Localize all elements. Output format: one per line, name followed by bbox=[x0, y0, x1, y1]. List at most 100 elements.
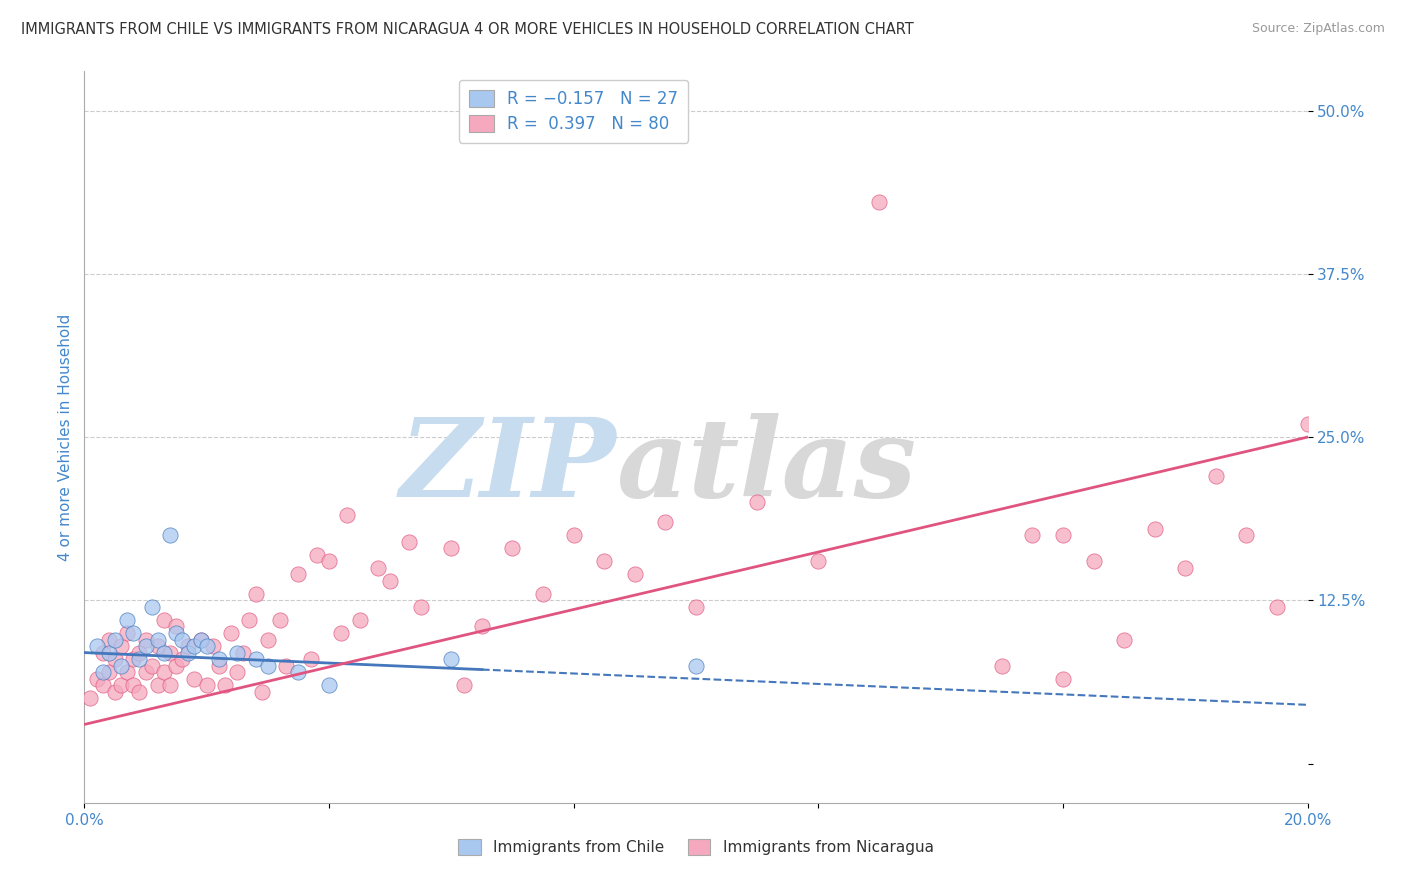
Point bbox=[86, 672, 108, 686]
Point bbox=[336, 508, 359, 523]
Point bbox=[219, 626, 242, 640]
Point bbox=[190, 632, 212, 647]
Point bbox=[562, 528, 585, 542]
Point bbox=[380, 574, 402, 588]
Point bbox=[141, 599, 163, 614]
Point bbox=[122, 678, 145, 692]
Point bbox=[135, 632, 157, 647]
Point bbox=[1205, 469, 1227, 483]
Point bbox=[208, 658, 231, 673]
Point bbox=[91, 678, 114, 692]
Point bbox=[104, 632, 127, 647]
Point bbox=[128, 652, 150, 666]
Point bbox=[110, 658, 132, 673]
Point bbox=[159, 678, 181, 692]
Point bbox=[257, 658, 280, 673]
Point bbox=[183, 639, 205, 653]
Legend: Immigrants from Chile, Immigrants from Nicaragua: Immigrants from Chile, Immigrants from N… bbox=[453, 833, 939, 861]
Point bbox=[1052, 528, 1074, 542]
Point bbox=[153, 613, 176, 627]
Point bbox=[159, 528, 181, 542]
Point bbox=[91, 646, 114, 660]
Point bbox=[110, 639, 132, 653]
Point bbox=[398, 534, 420, 549]
Point bbox=[159, 646, 181, 660]
Point bbox=[232, 646, 254, 660]
Point bbox=[287, 665, 309, 680]
Point bbox=[195, 639, 218, 653]
Text: IMMIGRANTS FROM CHILE VS IMMIGRANTS FROM NICARAGUA 4 OR MORE VEHICLES IN HOUSEHO: IMMIGRANTS FROM CHILE VS IMMIGRANTS FROM… bbox=[21, 22, 914, 37]
Point bbox=[79, 691, 101, 706]
Point bbox=[287, 567, 309, 582]
Point bbox=[807, 554, 830, 568]
Point bbox=[208, 652, 231, 666]
Point bbox=[122, 652, 145, 666]
Point bbox=[153, 646, 176, 660]
Point bbox=[747, 495, 769, 509]
Point bbox=[128, 646, 150, 660]
Point bbox=[349, 613, 371, 627]
Point bbox=[1236, 528, 1258, 542]
Point bbox=[146, 678, 169, 692]
Point bbox=[991, 658, 1014, 673]
Point bbox=[1052, 672, 1074, 686]
Point bbox=[250, 685, 273, 699]
Point bbox=[104, 685, 127, 699]
Point bbox=[153, 665, 176, 680]
Point bbox=[440, 541, 463, 555]
Point bbox=[97, 632, 120, 647]
Point bbox=[299, 652, 322, 666]
Point bbox=[257, 632, 280, 647]
Point bbox=[165, 619, 187, 633]
Point bbox=[97, 665, 120, 680]
Point bbox=[440, 652, 463, 666]
Point bbox=[1114, 632, 1136, 647]
Point bbox=[1174, 560, 1197, 574]
Point bbox=[409, 599, 432, 614]
Point bbox=[1296, 417, 1319, 431]
Point bbox=[330, 626, 353, 640]
Point bbox=[453, 678, 475, 692]
Point bbox=[177, 646, 200, 660]
Point bbox=[128, 685, 150, 699]
Point bbox=[531, 587, 554, 601]
Point bbox=[1265, 599, 1288, 614]
Point bbox=[165, 658, 187, 673]
Point bbox=[97, 646, 120, 660]
Point bbox=[172, 632, 194, 647]
Point bbox=[201, 639, 224, 653]
Point bbox=[245, 652, 267, 666]
Point bbox=[141, 658, 163, 673]
Point bbox=[122, 626, 145, 640]
Point bbox=[276, 658, 298, 673]
Point bbox=[226, 646, 249, 660]
Point bbox=[146, 639, 169, 653]
Point bbox=[110, 678, 132, 692]
Text: Source: ZipAtlas.com: Source: ZipAtlas.com bbox=[1251, 22, 1385, 36]
Point bbox=[195, 678, 218, 692]
Point bbox=[214, 678, 236, 692]
Point bbox=[1021, 528, 1043, 542]
Point bbox=[115, 613, 138, 627]
Point bbox=[593, 554, 616, 568]
Text: atlas: atlas bbox=[616, 413, 917, 520]
Point bbox=[245, 587, 267, 601]
Point bbox=[115, 626, 138, 640]
Point bbox=[104, 652, 127, 666]
Point bbox=[226, 665, 249, 680]
Point bbox=[183, 672, 205, 686]
Point bbox=[269, 613, 291, 627]
Point bbox=[654, 515, 676, 529]
Point bbox=[624, 567, 647, 582]
Point bbox=[471, 619, 494, 633]
Point bbox=[318, 678, 340, 692]
Point bbox=[135, 639, 157, 653]
Point bbox=[115, 665, 138, 680]
Point bbox=[165, 626, 187, 640]
Point bbox=[135, 665, 157, 680]
Y-axis label: 4 or more Vehicles in Household: 4 or more Vehicles in Household bbox=[58, 313, 73, 561]
Point bbox=[86, 639, 108, 653]
Point bbox=[685, 658, 707, 673]
Point bbox=[190, 632, 212, 647]
Point bbox=[869, 194, 891, 209]
